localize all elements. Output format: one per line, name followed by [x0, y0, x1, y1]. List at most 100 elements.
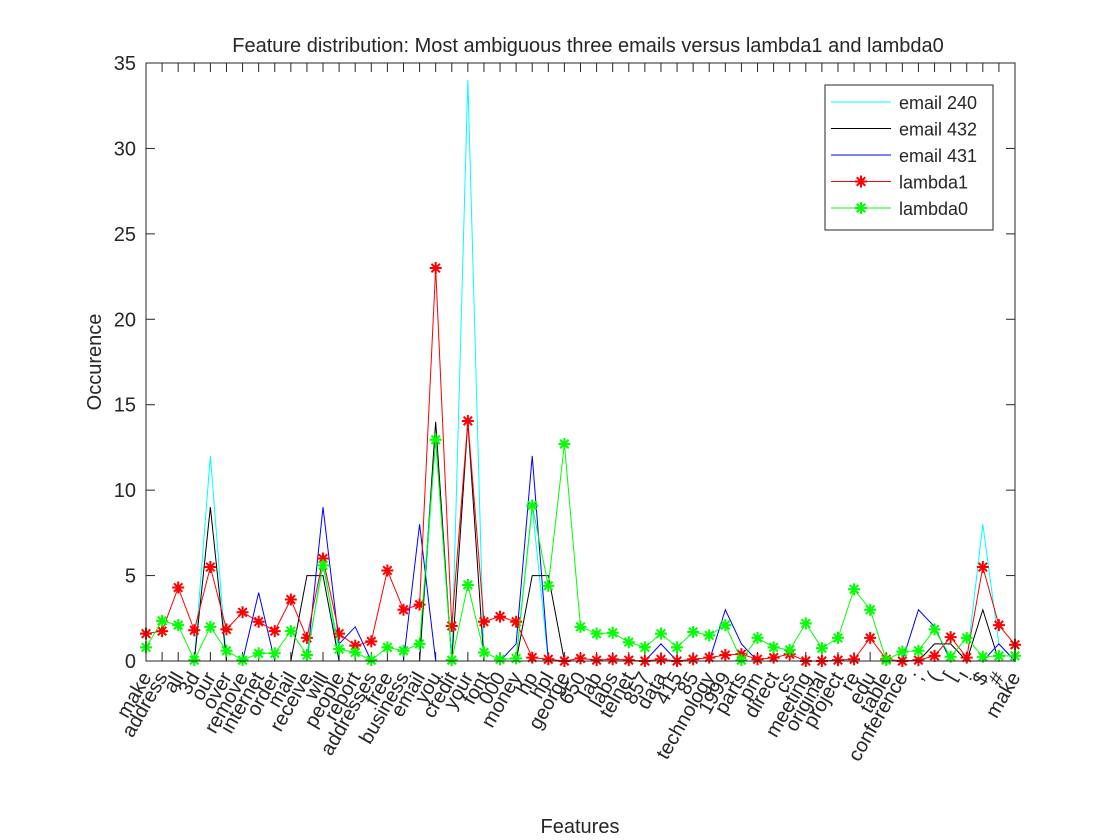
data-marker: [864, 631, 877, 644]
y-tick-label: 5: [125, 566, 136, 588]
data-marker: [848, 653, 861, 666]
data-marker: [880, 654, 893, 667]
y-tick-label: 25: [114, 224, 136, 246]
data-marker: [654, 653, 667, 666]
legend-box: [824, 84, 994, 231]
data-marker: [413, 598, 426, 611]
data-marker: [719, 619, 732, 632]
y-tick-label: 0: [125, 651, 136, 673]
data-marker: [445, 619, 458, 632]
y-tick-label: 10: [114, 480, 136, 502]
data-marker: [300, 649, 313, 662]
data-marker: [156, 625, 169, 638]
legend-marker: [855, 202, 867, 214]
data-marker: [590, 627, 603, 640]
data-marker: [526, 499, 539, 512]
data-marker: [992, 649, 1005, 662]
data-marker: [703, 651, 716, 664]
data-marker: [445, 654, 458, 667]
data-marker: [992, 619, 1005, 632]
data-marker: [558, 438, 571, 451]
data-marker: [542, 653, 555, 666]
legend-label: email 431: [899, 146, 977, 166]
data-marker: [252, 647, 265, 660]
data-marker: [590, 654, 603, 667]
data-marker: [767, 641, 780, 654]
data-marker: [397, 644, 410, 657]
data-marker: [204, 561, 217, 574]
data-marker: [960, 651, 973, 664]
data-marker: [397, 603, 410, 616]
legend-marker: [855, 175, 867, 188]
data-marker: [429, 262, 442, 275]
data-marker: [349, 639, 362, 652]
data-marker: [172, 619, 185, 632]
data-marker: [799, 617, 812, 630]
y-axis-label: Occurence: [84, 314, 106, 411]
data-marker: [815, 642, 828, 655]
y-tick-label: 35: [114, 53, 136, 75]
data-marker: [381, 564, 394, 577]
data-marker: [848, 583, 861, 596]
data-marker: [783, 643, 796, 656]
data-marker: [976, 561, 989, 574]
data-marker: [928, 649, 941, 662]
data-marker: [912, 654, 925, 667]
data-marker: [365, 654, 378, 667]
data-marker: [574, 620, 587, 633]
y-tick-label: 15: [114, 395, 136, 417]
data-marker: [928, 623, 941, 636]
data-marker: [622, 654, 635, 667]
data-marker: [300, 631, 313, 644]
data-marker: [767, 651, 780, 664]
data-marker: [751, 653, 764, 666]
data-marker: [896, 645, 909, 658]
data-marker: [156, 614, 169, 627]
data-marker: [687, 625, 700, 638]
data-marker: [252, 615, 265, 628]
data-marker: [268, 647, 281, 660]
data-marker: [510, 615, 523, 628]
data-marker: [703, 629, 716, 642]
data-marker: [477, 646, 490, 659]
x-axis-label: Features: [541, 816, 620, 838]
data-marker: [204, 620, 217, 633]
data-marker: [831, 631, 844, 644]
data-marker: [606, 653, 619, 666]
data-marker: [429, 433, 442, 446]
data-marker: [236, 654, 249, 667]
data-marker: [622, 636, 635, 649]
data-marker: [172, 581, 185, 594]
axes-box: [145, 62, 1016, 662]
data-marker: [220, 644, 233, 657]
data-marker: [461, 578, 474, 591]
data-marker: [654, 627, 667, 640]
data-marker: [510, 652, 523, 665]
data-marker: [268, 625, 281, 638]
data-marker: [976, 650, 989, 663]
data-marker: [494, 610, 507, 623]
legend-label: email 432: [899, 120, 977, 140]
legend-label: email 240: [899, 93, 977, 113]
data-marker: [188, 624, 201, 637]
data-marker: [220, 623, 233, 636]
data-marker: [606, 626, 619, 639]
data-marker: [526, 651, 539, 664]
data-marker: [719, 649, 732, 662]
data-marker: [494, 653, 507, 666]
data-marker: [365, 635, 378, 648]
data-marker: [333, 643, 346, 656]
data-marker: [542, 579, 555, 592]
data-marker: [413, 637, 426, 650]
data-marker: [317, 559, 330, 572]
y-tick-label: 20: [114, 309, 136, 331]
data-marker: [349, 646, 362, 659]
data-marker: [236, 606, 249, 619]
legend-label: lambda1: [899, 173, 968, 193]
data-marker: [381, 641, 394, 654]
data-marker: [477, 615, 490, 628]
data-marker: [317, 552, 330, 565]
legend-label: lambda0: [899, 199, 968, 219]
data-marker: [751, 631, 764, 644]
